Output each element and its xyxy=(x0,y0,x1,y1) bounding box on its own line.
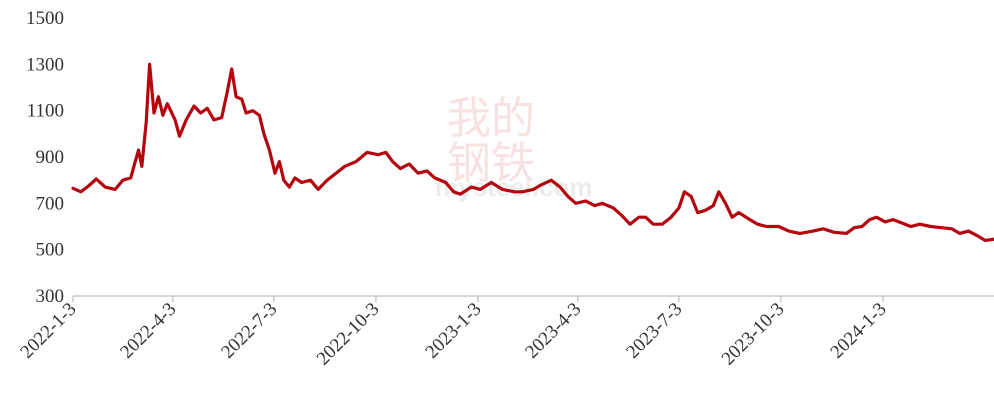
x-tick-label: 2023-4-3 xyxy=(521,299,585,363)
watermark: 我的 钢铁 mysteel.com xyxy=(435,93,593,202)
watermark-logo-text-bottom: 钢铁 xyxy=(447,138,535,189)
x-tick-label: 2023-10-3 xyxy=(718,299,789,370)
x-tick-label: 2024-1-3 xyxy=(826,299,890,363)
x-axis: 2022-1-3 2022-4-3 2022-7-3 2022-10-3 2023-1-… xyxy=(16,295,994,370)
x-tick-label: 2022-10-3 xyxy=(313,299,384,370)
series-group xyxy=(71,62,994,242)
y-tick-label: 700 xyxy=(36,193,65,214)
series-line-0 xyxy=(71,62,994,242)
y-tick-label: 300 xyxy=(36,286,65,307)
x-tick-label: 2023-7-3 xyxy=(622,299,686,363)
y-tick-label: 900 xyxy=(36,147,65,168)
watermark-site-text: mysteel.com xyxy=(435,172,593,202)
y-axis-ticks: 300 500 700 900 1100 1300 1500 xyxy=(26,8,64,307)
watermark-logo-text-top: 我的 xyxy=(447,93,535,144)
y-tick-label: 1100 xyxy=(27,101,64,122)
x-tick-label: 2022-4-3 xyxy=(116,299,180,363)
x-tick-label: 2022-1-3 xyxy=(16,299,80,363)
x-tick-label: 2022-7-3 xyxy=(217,299,281,363)
y-tick-label: 500 xyxy=(36,240,65,261)
y-tick-label: 1500 xyxy=(26,8,64,29)
x-tick-label: 2023-1-3 xyxy=(421,299,485,363)
y-tick-label: 1300 xyxy=(26,54,64,75)
